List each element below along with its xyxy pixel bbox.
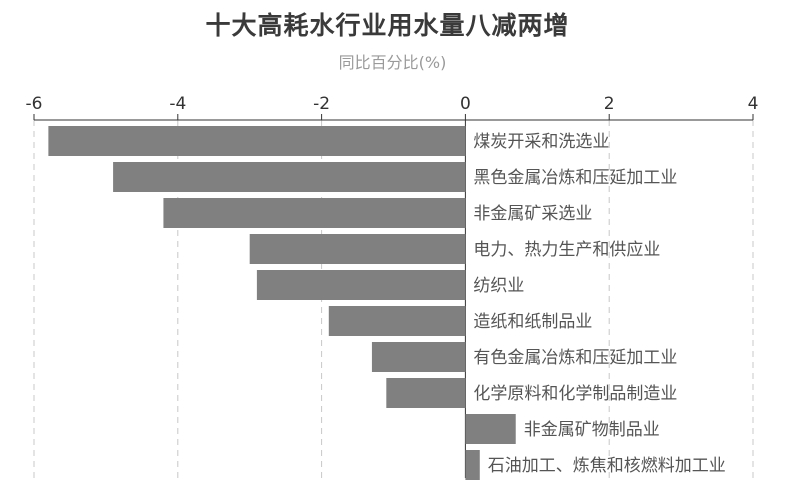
- bar: [371, 342, 466, 372]
- category-label: 化学原料和化学制品制造业: [473, 384, 677, 404]
- bars: [48, 126, 516, 480]
- chart-title: 十大高耗水行业用水量八减两增: [205, 11, 570, 40]
- bar: [256, 270, 466, 300]
- x-tick-label: -2: [313, 94, 330, 114]
- category-label: 煤炭开采和洗选业: [473, 132, 609, 152]
- bar: [249, 234, 466, 264]
- x-tick-label: 0: [460, 94, 471, 114]
- category-label: 电力、热力生产和供应业: [473, 240, 660, 260]
- category-label: 石油加工、炼焦和核燃料加工业: [488, 456, 726, 476]
- category-label: 非金属矿物制品业: [524, 420, 660, 440]
- x-tick-label: 4: [748, 94, 759, 114]
- bar: [113, 162, 466, 192]
- x-tick-label: 2: [604, 94, 615, 114]
- category-label: 造纸和纸制品业: [473, 312, 592, 332]
- bar: [48, 126, 466, 156]
- category-label: 纺织业: [473, 276, 524, 296]
- category-label: 非金属矿采选业: [473, 204, 592, 224]
- bar: [465, 414, 516, 444]
- bar: [163, 198, 466, 228]
- category-label: 黑色金属冶炼和压延加工业: [473, 168, 677, 188]
- bar: [328, 306, 466, 336]
- bar: [386, 378, 466, 408]
- x-tick-label: -6: [26, 94, 43, 114]
- chart-subtitle: 同比百分比(%): [338, 53, 447, 72]
- category-labels: 煤炭开采和洗选业黑色金属冶炼和压延加工业非金属矿采选业电力、热力生产和供应业纺织…: [473, 132, 725, 476]
- bar: [465, 450, 480, 480]
- x-tick-label: -4: [169, 94, 186, 114]
- category-label: 有色金属冶炼和压延加工业: [473, 348, 677, 368]
